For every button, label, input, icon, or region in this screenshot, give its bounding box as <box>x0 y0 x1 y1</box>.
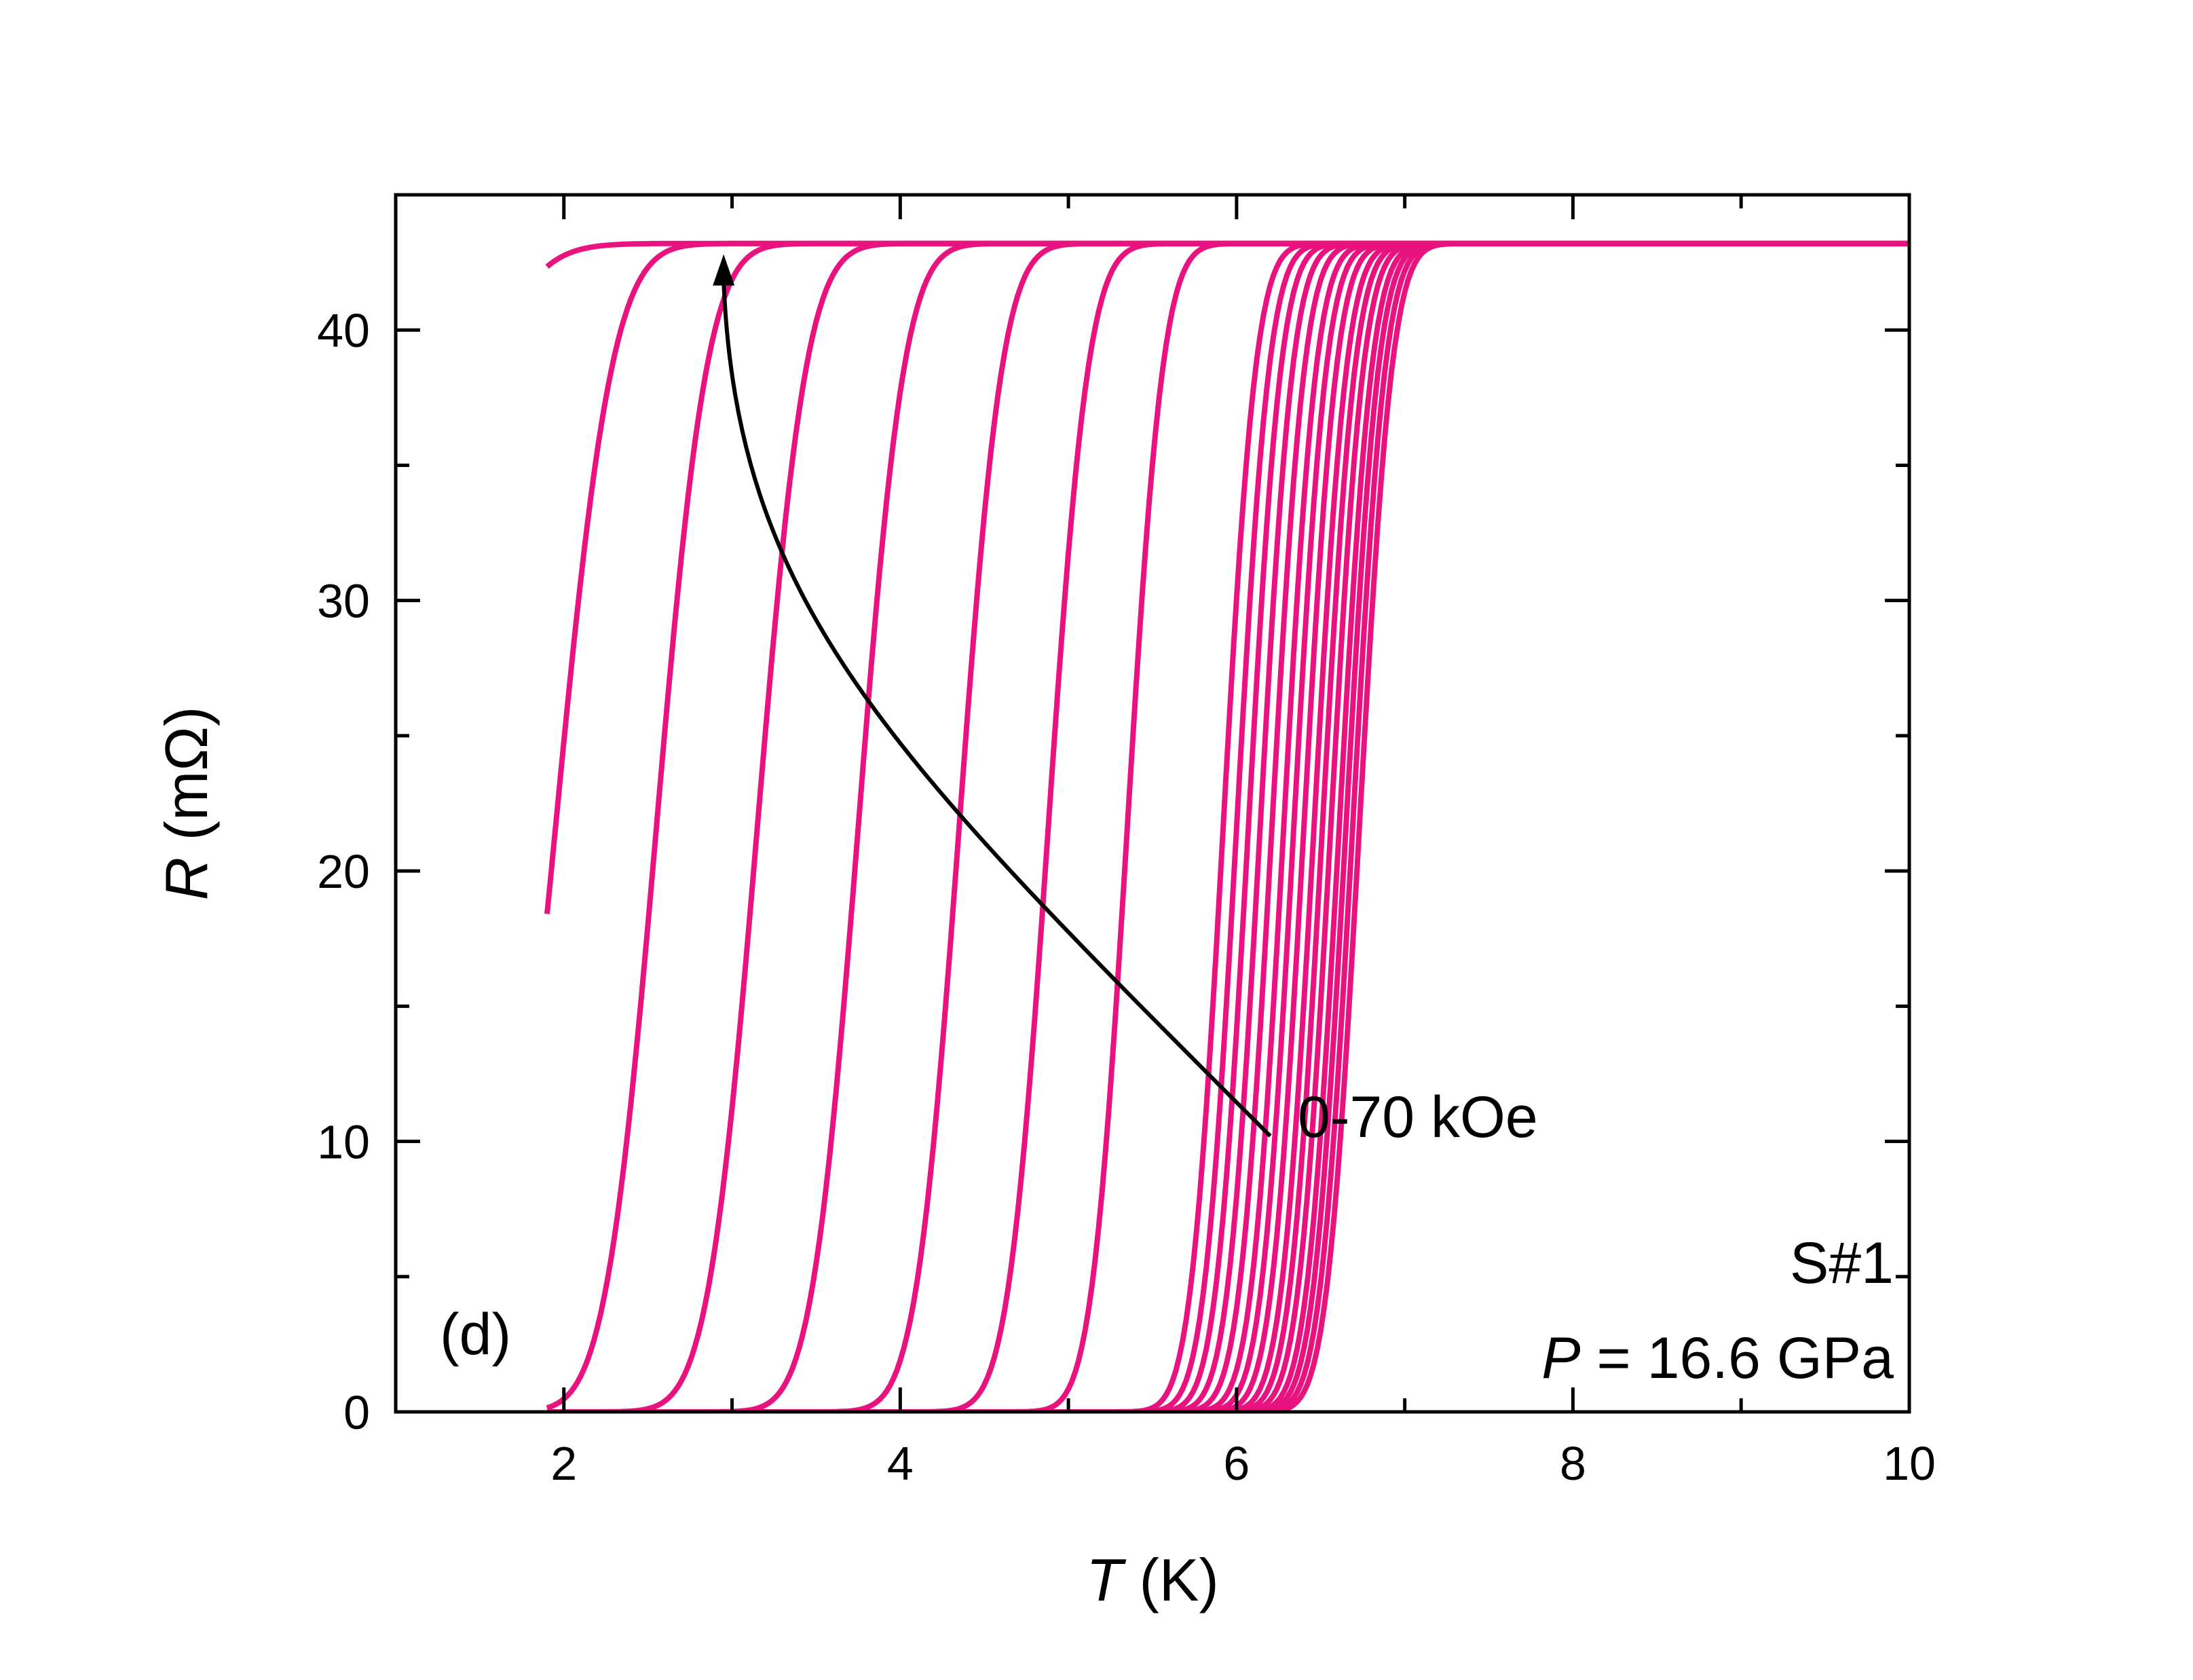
resistance-curves <box>544 240 1909 1412</box>
y-tick-label: 10 <box>317 1116 370 1169</box>
resistance-curve-21 <box>547 240 1909 1412</box>
field-arrow-group <box>713 254 1272 1138</box>
resistance-curve-16 <box>547 240 1909 1412</box>
resistance-curve-7 <box>547 240 1909 1412</box>
axis-ticks: 2 4 6 8 10 0 10 20 30 40 <box>317 193 1936 1490</box>
y-axis-symbol: R <box>153 857 220 901</box>
resistance-curve-6 <box>547 240 1909 1412</box>
resistance-curve-4 <box>547 240 1909 1412</box>
panel-label: (d) <box>440 1302 511 1367</box>
resistance-curve-20 <box>547 240 1909 1412</box>
field-arrowhead <box>713 254 735 286</box>
x-axis-unit: (K) <box>1123 1546 1219 1613</box>
resistance-curve-14 <box>547 240 1909 1412</box>
x-axis-symbol: T <box>1086 1546 1126 1613</box>
resistance-curve-22 <box>547 240 1909 1412</box>
resistance-curve-13 <box>547 240 1909 1412</box>
x-tick-label: 10 <box>1883 1437 1936 1490</box>
resistance-curve-3 <box>546 240 1909 1411</box>
x-axis-title: T (K) <box>1086 1546 1219 1613</box>
x-tick-label: 8 <box>1560 1437 1586 1490</box>
field-arrow <box>721 281 1272 1138</box>
y-tick-label: 40 <box>317 304 370 357</box>
resistance-curve-17 <box>547 240 1909 1412</box>
y-tick-label: 20 <box>317 845 370 898</box>
resistance-curve-8 <box>547 240 1909 1412</box>
resistance-curve-23 <box>547 240 1909 1412</box>
resistance-curve-9 <box>547 240 1909 1412</box>
field-range-label: 0-70 kOe <box>1298 1085 1538 1150</box>
pressure-symbol: P <box>1541 1326 1580 1391</box>
pressure-value: = 16.6 GPa <box>1581 1326 1894 1391</box>
x-tick-label: 2 <box>550 1437 577 1490</box>
sample-label: S#1 <box>1790 1231 1894 1296</box>
resistance-curve-11 <box>547 240 1909 1412</box>
y-axis-unit: (mΩ) <box>153 707 220 857</box>
y-axis-title: R (mΩ) <box>153 707 220 901</box>
resistance-curve-19 <box>547 240 1909 1412</box>
y-tick-label: 30 <box>317 575 370 628</box>
resistance-curve-10 <box>547 240 1909 1412</box>
x-tick-label: 4 <box>887 1437 914 1490</box>
plot-frame <box>394 193 1911 1414</box>
resistance-curve-18 <box>547 240 1909 1412</box>
resistance-curve-2 <box>544 240 1909 914</box>
resistance-curve-5 <box>547 240 1909 1412</box>
resistance-curve-15 <box>547 240 1909 1412</box>
pressure-label: P = 16.6 GPa <box>1541 1326 1894 1391</box>
resistance-curve-12 <box>547 240 1909 1412</box>
y-tick-label: 0 <box>343 1386 370 1439</box>
x-tick-label: 6 <box>1223 1437 1250 1490</box>
